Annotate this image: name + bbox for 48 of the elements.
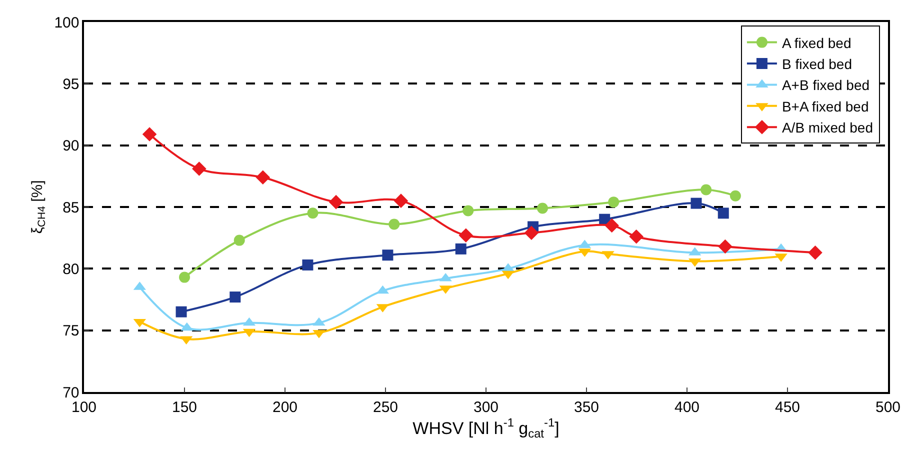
legend-label: A/B mixed bed: [782, 120, 874, 136]
x-axis-title: WHSV [Nl h$^{-1}$ g$_{cat}$$^{-1}$]: [412, 416, 560, 440]
x-tick-label: 450: [774, 398, 800, 416]
point: [455, 243, 466, 254]
point: [302, 259, 314, 270]
legend-label: A+B fixed bed: [782, 77, 870, 94]
x-tick-label: 200: [272, 398, 298, 416]
x-tick-label: 350: [574, 398, 600, 416]
point: [808, 245, 822, 260]
x-tick-label: 500: [875, 398, 901, 416]
x-tick-label: 300: [473, 398, 499, 416]
point: [328, 194, 344, 210]
legend-label: A fixed bed: [782, 34, 852, 51]
point: [388, 218, 400, 230]
legend-label: B+A fixed bed: [782, 98, 869, 114]
point: [256, 170, 270, 185]
legend-label: B fixed bed: [782, 56, 852, 72]
point: [718, 239, 732, 254]
point: [462, 205, 474, 216]
x-tick-label: 250: [372, 398, 398, 416]
y-tick-label: 70: [62, 384, 80, 402]
point: [524, 226, 539, 240]
point: [179, 272, 190, 283]
point: [629, 229, 644, 244]
point: [604, 218, 619, 233]
point: [608, 196, 620, 208]
point: [142, 127, 157, 142]
y-tick-label: 90: [62, 138, 80, 155]
point: [458, 228, 474, 243]
y-tick-label: 80: [62, 260, 80, 278]
point: [536, 202, 548, 214]
point: [234, 234, 245, 246]
x-tick-label: 150: [172, 398, 198, 416]
point: [192, 162, 206, 176]
x-tick-label: 400: [674, 398, 700, 416]
y-tick-label: 85: [62, 199, 80, 216]
point: [230, 292, 241, 303]
y-tick-label: 95: [62, 76, 80, 93]
point: [690, 198, 702, 209]
point: [718, 208, 729, 219]
y-tick-label: 75: [62, 322, 80, 340]
point: [730, 190, 741, 202]
point: [176, 306, 187, 318]
point: [307, 208, 318, 219]
point: [700, 184, 712, 196]
point: [382, 250, 394, 261]
y-tick-label: 100: [54, 14, 80, 32]
point: [394, 194, 408, 208]
